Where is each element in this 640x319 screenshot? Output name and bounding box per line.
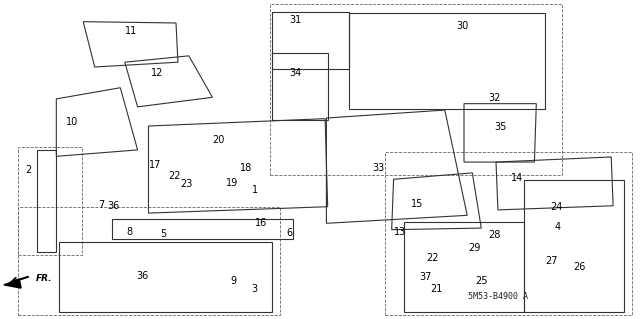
Bar bbox=[270, 4, 562, 175]
Text: 12: 12 bbox=[150, 68, 163, 78]
Text: 11: 11 bbox=[125, 26, 138, 36]
Text: 37: 37 bbox=[419, 272, 432, 282]
Text: 26: 26 bbox=[573, 262, 586, 272]
Polygon shape bbox=[4, 279, 21, 288]
Bar bbox=[18, 147, 82, 255]
Text: 19: 19 bbox=[225, 178, 238, 189]
Text: 22: 22 bbox=[168, 171, 180, 181]
Text: 32: 32 bbox=[488, 93, 500, 103]
Text: 20: 20 bbox=[212, 135, 225, 145]
Text: 14: 14 bbox=[511, 173, 524, 183]
Bar bbox=[385, 152, 632, 315]
Text: 6: 6 bbox=[286, 228, 292, 238]
Text: 18: 18 bbox=[240, 163, 253, 174]
Text: 27: 27 bbox=[545, 256, 558, 266]
Text: 31: 31 bbox=[289, 15, 302, 25]
Text: 7: 7 bbox=[98, 200, 104, 210]
Bar bbox=[18, 207, 280, 315]
Text: 34: 34 bbox=[289, 68, 302, 78]
Text: 15: 15 bbox=[411, 198, 424, 209]
Text: 9: 9 bbox=[230, 276, 237, 286]
Text: 36: 36 bbox=[108, 201, 120, 211]
Text: 5M53-B4900 A: 5M53-B4900 A bbox=[468, 293, 528, 301]
Text: 24: 24 bbox=[550, 202, 563, 212]
Text: 13: 13 bbox=[394, 227, 406, 237]
Text: 36: 36 bbox=[136, 271, 148, 281]
Text: 8: 8 bbox=[126, 227, 132, 237]
Text: 30: 30 bbox=[456, 21, 468, 31]
Text: 10: 10 bbox=[65, 117, 78, 127]
Text: 16: 16 bbox=[255, 218, 268, 228]
Text: 3: 3 bbox=[252, 284, 258, 294]
Text: 4: 4 bbox=[555, 222, 561, 232]
Text: 5: 5 bbox=[160, 229, 166, 240]
Text: 35: 35 bbox=[494, 122, 507, 132]
Text: FR.: FR. bbox=[36, 274, 52, 283]
Text: 17: 17 bbox=[148, 160, 161, 170]
Text: 21: 21 bbox=[430, 284, 443, 294]
Text: 22: 22 bbox=[426, 253, 439, 263]
Text: 25: 25 bbox=[475, 276, 488, 286]
Text: 28: 28 bbox=[488, 230, 500, 241]
Text: 23: 23 bbox=[180, 179, 193, 189]
Text: 29: 29 bbox=[468, 243, 481, 253]
Text: 2: 2 bbox=[26, 165, 32, 175]
Text: 1: 1 bbox=[252, 185, 258, 195]
Text: 33: 33 bbox=[372, 163, 385, 174]
